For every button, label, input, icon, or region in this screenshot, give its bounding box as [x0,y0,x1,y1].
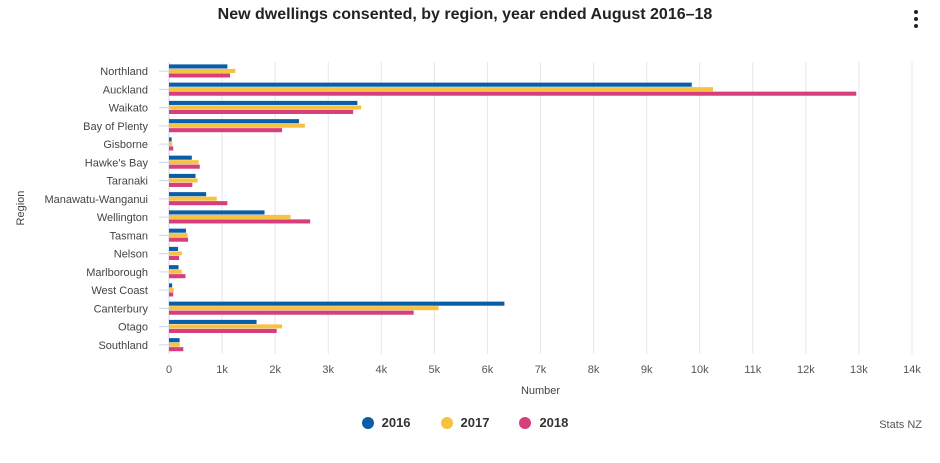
x-tick-label: 13k [850,364,868,376]
x-tick-label: 10k [691,364,709,376]
bar-2017 [169,342,180,347]
category-label: West Coast [91,285,148,297]
legend-marker-2018 [519,416,532,429]
category-label: Wellington [97,212,148,224]
bar-2018 [169,146,174,151]
bar-2018 [169,274,186,279]
category-label: Taranaki [106,176,148,188]
x-tick-label: 3k [322,364,334,376]
category-label: Marlborough [86,267,148,279]
bar-2016 [169,301,505,306]
bar-2016 [169,246,179,251]
bar-2018 [169,91,857,96]
legend-item-2016[interactable]: 2016 [361,415,411,430]
category-label: Southland [98,340,148,352]
bar-2016 [169,338,180,343]
x-tick-label: 7k [535,364,547,376]
bar-2018 [169,201,228,206]
category-label: Bay of Plenty [83,121,148,133]
category-label: Canterbury [94,303,149,315]
bar-2017 [169,123,305,128]
bar-2016 [169,155,192,160]
bar-2017 [169,178,198,183]
bar-2017 [169,196,217,201]
bar-2018 [169,237,189,242]
category-label: Northland [100,66,148,78]
bar-2018 [169,310,414,315]
category-label: Waikato [109,103,148,115]
bar-2017 [169,160,199,165]
bar-2017 [169,269,182,274]
legend-label-2016: 2016 [381,415,411,430]
category-label: Otago [118,322,148,334]
bar-2017 [169,287,174,292]
bar-2018 [169,292,174,297]
bar-2016 [169,137,172,142]
kebab-menu-icon[interactable] [906,10,926,34]
bar-2017 [169,141,173,146]
x-tick-label: 0 [166,364,172,376]
bar-2018 [169,164,200,169]
bar-2016 [169,82,692,87]
legend-item-2017[interactable]: 2017 [440,415,490,430]
bar-2017 [169,214,291,219]
x-tick-label: 14k [903,364,921,376]
bar-2018 [169,128,283,133]
y-axis-title: Region [15,191,27,226]
bar-2017 [169,68,236,73]
bar-2016 [169,228,186,233]
source-credit[interactable]: Stats NZ [879,419,922,431]
x-tick-label: 12k [797,364,815,376]
bar-2018 [169,328,277,333]
x-tick-label: 2k [269,364,281,376]
legend-marker-2016 [361,416,374,429]
bar-2016 [169,265,179,270]
bar-2018 [169,347,184,352]
bar-2016 [169,210,265,215]
legend-label-2017: 2017 [460,415,490,430]
bar-2016 [169,100,358,105]
bar-2017 [169,233,188,238]
bar-2017 [169,324,283,329]
category-label: Gisborne [103,139,148,151]
chart-title: New dwellings consented, by region, year… [217,6,713,23]
legend-label-2018: 2018 [539,415,569,430]
bar-2016 [169,283,173,288]
legend-marker-2017 [440,416,453,429]
legend-item-2018[interactable]: 2018 [519,415,568,430]
category-label: Tasman [109,230,148,242]
x-tick-label: 5k [429,364,441,376]
bar-2017 [169,251,182,256]
x-tick-label: 1k [216,364,228,376]
bar-2016 [169,173,196,178]
category-label: Manawatu-Wanganui [44,194,148,206]
bar-2018 [169,109,354,114]
x-tick-label: 6k [482,364,494,376]
category-label: Auckland [103,84,148,96]
bar-2016 [169,192,207,197]
bar-2018 [169,73,231,78]
bar-2018 [169,255,180,260]
x-tick-label: 11k [744,364,761,376]
category-label: Hawke's Bay [85,157,149,169]
bar-2018 [169,182,193,187]
x-tick-label: 4k [375,364,387,376]
bar-2016 [169,319,257,324]
x-tick-label: 8k [588,364,600,376]
bar-2017 [169,306,439,311]
bar-2017 [169,87,713,92]
category-label: Nelson [114,249,148,261]
bar-2016 [169,119,300,124]
bar-2017 [169,105,362,110]
bar-2018 [169,219,311,224]
x-tick-label: 9k [641,364,653,376]
bar-2016 [169,64,228,69]
x-axis-title: Number [521,385,560,397]
chart-legend: 2016 2017 2018 [0,415,930,430]
